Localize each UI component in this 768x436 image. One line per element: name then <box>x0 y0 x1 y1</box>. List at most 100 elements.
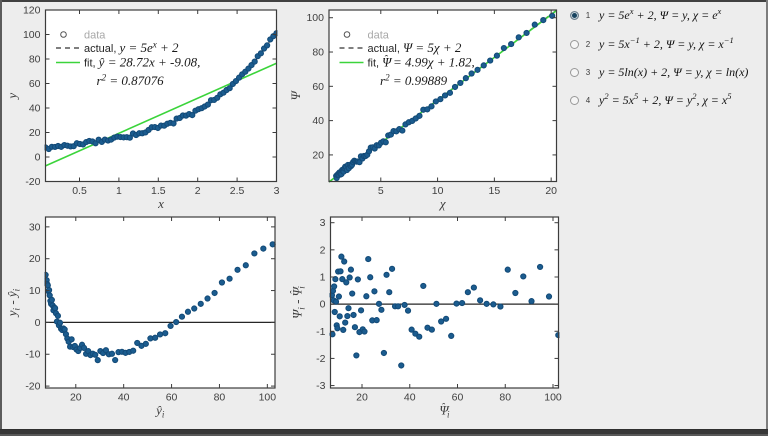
legend-text: fit, Ψˆ = 4.99χ + 1.82, <box>368 54 475 70</box>
y-tick-label: 10 <box>29 285 41 297</box>
plot-top-left: 0.5 1 1.5 2 2.5 3 -20 0 20 40 60 80 100 120 x y dataactu… <box>5 5 280 212</box>
legend-text: data <box>368 30 390 42</box>
radio-option-number: 2 <box>585 40 591 49</box>
y-tick-label: 80 <box>29 54 41 66</box>
radio-option-number: 4 <box>585 96 591 105</box>
x-tick-label: 40 <box>118 392 130 404</box>
x-tick-label: 10 <box>432 185 444 197</box>
xaxis-label: χ <box>438 196 446 211</box>
yaxis-label: yi - ŷi <box>5 288 22 318</box>
yaxis-label: Ψi - Ψˆi <box>289 285 307 319</box>
radio-unselected-icon[interactable] <box>570 68 579 77</box>
plot-bottom-left-spines <box>44 216 276 389</box>
x-tick-label: 20 <box>356 392 368 404</box>
radio-option-equation: y = 5x−1 + 2, Ψ = y, χ = x−1 <box>599 35 734 51</box>
legend-marker-icon <box>343 31 351 38</box>
radio-option-equation: y = 5ln(x) + 2, Ψ = y, χ = ln(x) <box>599 65 749 79</box>
x-tick-label: 20 <box>70 392 82 404</box>
plot-top-right-spines <box>328 9 558 183</box>
y-tick-label: -1 <box>316 326 325 338</box>
plot-top-left-area <box>45 10 277 182</box>
legend-marker-icon <box>60 31 67 38</box>
legend-text: fit, ŷ = 28.72x + -9.08, <box>84 55 200 70</box>
y-tick-label: 40 <box>29 103 41 115</box>
y-tick-label: 3 <box>320 217 326 229</box>
y-tick-label: 0 <box>320 299 326 311</box>
radio-unselected-icon[interactable] <box>570 96 579 105</box>
x-tick-label: 1.5 <box>151 185 166 197</box>
scatter-points <box>333 12 556 182</box>
radio-option-3[interactable]: 3 y = 5ln(x) + 2, Ψ = y, χ = ln(x) <box>570 62 748 84</box>
radio-unselected-icon[interactable] <box>570 40 579 49</box>
tick-labels: 20 40 60 80 100 -20 -10 0 10 20 30 <box>25 221 276 403</box>
yaxis-label: Ψ <box>288 89 303 100</box>
y-tick-label: -10 <box>25 349 40 361</box>
x-tick-label: 5 <box>378 185 384 197</box>
x-tick-label: 20 <box>545 185 557 197</box>
ticks <box>329 10 557 182</box>
y-tick-label: 100 <box>23 29 41 41</box>
x-tick-label: 60 <box>452 392 464 404</box>
xaxis-label: ŷi <box>154 403 165 420</box>
x-tick-label: 40 <box>404 392 416 404</box>
y-tick-label: -2 <box>316 353 325 365</box>
x-tick-label: 60 <box>166 392 178 404</box>
y-tick-label: 20 <box>29 253 41 265</box>
y-tick-label: 2 <box>320 244 326 256</box>
legend-text: r2 = 0.99889 <box>380 73 448 89</box>
scatter-points <box>329 253 560 369</box>
y-tick-label: -20 <box>25 381 40 393</box>
plot-bottom-left: 20 40 60 80 100 -20 -10 0 10 20 30 ŷi yi - ŷi <box>5 216 276 420</box>
window-border-top <box>0 0 768 2</box>
window-border-left <box>0 0 2 436</box>
y-tick-label: 40 <box>312 115 324 127</box>
y-tick-label: 60 <box>29 78 41 90</box>
x-tick-label: 0.5 <box>72 185 87 197</box>
legend-text: r2 = 0.87076 <box>97 73 165 89</box>
ticks <box>330 217 559 388</box>
radio-option-equation: y = 5ex + 2, Ψ = y, χ = ex <box>599 6 722 22</box>
plot-bottom-right-spines <box>329 216 560 389</box>
plot-bottom-right: 20 40 60 80 100 -3 -2 -1 0 1 2 3 Ψˆi Ψi - Ψˆi <box>289 216 562 420</box>
radio-option-2[interactable]: 2 y = 5x−1 + 2, Ψ = y, χ = x−1 <box>570 34 734 56</box>
tick-labels: 20 40 60 80 100 -3 -2 -1 0 1 2 3 <box>316 217 562 403</box>
radio-option-equation: y2 = 5x5 + 2, Ψ = y2, χ = x5 <box>599 91 732 107</box>
yaxis-label: y <box>5 93 20 101</box>
window-border-bottom <box>0 429 768 436</box>
y-tick-label: -3 <box>316 380 325 392</box>
radio-option-4[interactable]: 4 y2 = 5x5 + 2, Ψ = y2, χ = x5 <box>570 90 731 112</box>
plot-top-left-spines <box>44 9 278 183</box>
legend-text: data <box>84 30 106 42</box>
x-tick-label: 15 <box>489 185 501 197</box>
scatter-points <box>44 30 278 153</box>
radio-option-1[interactable]: 1 y = 5ex + 2, Ψ = y, χ = ex <box>570 5 721 27</box>
legend-text: actual, Ψ = 5χ + 2 <box>368 40 462 55</box>
y-tick-label: 60 <box>312 81 324 93</box>
x-tick-label: 2 <box>195 185 201 197</box>
legend-text: actual, y = 5ex + 2 <box>84 40 179 56</box>
x-tick-label: 80 <box>499 392 511 404</box>
y-tick-label: 100 <box>306 12 324 24</box>
x-tick-label: 2.5 <box>230 185 245 197</box>
window-border-right <box>766 0 768 436</box>
y-tick-label: 20 <box>29 127 41 139</box>
tick-labels: 0.5 1 1.5 2 2.5 3 -20 0 20 40 60 80 100 120 <box>23 5 280 198</box>
y-tick-label: 0 <box>35 317 41 329</box>
ticks <box>45 9 277 182</box>
y-tick-label: 0 <box>35 152 41 164</box>
y-tick-label: 120 <box>23 5 41 17</box>
xaxis-label: Ψˆi <box>439 402 450 420</box>
scatter-points <box>44 241 276 364</box>
radio-option-number: 1 <box>585 11 591 20</box>
ticks <box>45 217 275 388</box>
plot-bottom-left-area <box>45 217 275 388</box>
radio-option-number: 3 <box>585 68 591 77</box>
x-tick-label: 100 <box>544 392 562 404</box>
xaxis-label: x <box>157 196 164 211</box>
radio-selected-icon[interactable] <box>570 11 579 20</box>
